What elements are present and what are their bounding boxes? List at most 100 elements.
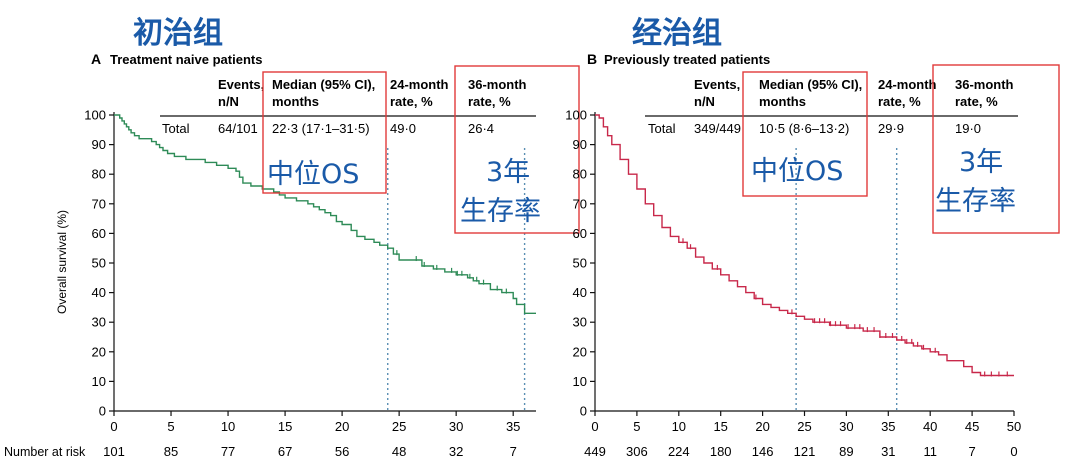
survival-curve-treated <box>595 114 1014 377</box>
risk-value: 31 <box>881 444 895 459</box>
y-tick-label: 0 <box>99 404 106 419</box>
row-events: 64/101 <box>218 121 258 136</box>
x-tick-group: 0 5 10 15 20 25 30 35 <box>110 411 520 434</box>
header-rate24-1: 24-month <box>878 77 937 92</box>
highlight-box-median <box>742 71 868 197</box>
risk-value: 121 <box>794 444 816 459</box>
x-tick-label: 0 <box>591 419 598 434</box>
y-tick-label: 30 <box>92 315 106 330</box>
annotation-median-os: 中位OS <box>267 159 359 190</box>
risk-value: 101 <box>103 444 125 459</box>
y-tick-label: 90 <box>92 137 106 152</box>
x-tick-label: 35 <box>506 419 520 434</box>
chinese-title-naive: 初治组 <box>133 16 223 51</box>
y-tick-label: 40 <box>573 285 587 300</box>
y-tick-label: 100 <box>565 108 587 123</box>
y-tick-label: 50 <box>573 256 587 271</box>
annotation-3yr-line1: 3年 <box>486 157 530 188</box>
x-tick-label: 25 <box>392 419 406 434</box>
header-rate36-2: rate, % <box>468 94 511 109</box>
y-tick-label: 0 <box>580 404 587 419</box>
panel-title-naive: Treatment naive patients <box>110 52 262 67</box>
risk-value: 89 <box>839 444 853 459</box>
y-tick-label: 60 <box>573 226 587 241</box>
x-tick-label: 30 <box>839 419 853 434</box>
chinese-title-treated: 经治组 <box>632 16 722 51</box>
header-median-2: months <box>272 94 319 109</box>
x-tick-label: 45 <box>965 419 979 434</box>
x-tick-label: 10 <box>672 419 686 434</box>
y-tick-label: 10 <box>573 374 587 389</box>
header-events-1: Events, <box>694 77 740 92</box>
risk-values: 449 306 224 180 146 121 89 31 11 7 0 <box>584 444 1017 459</box>
annotation-median-os: 中位OS <box>751 156 843 187</box>
header-events-2: n/N <box>218 94 239 109</box>
row-median: 10·5 (8·6–13·2) <box>759 121 849 136</box>
x-tick-label: 15 <box>278 419 292 434</box>
row-label: Total <box>648 121 676 136</box>
survival-curve-naive <box>114 114 536 314</box>
censor-marks <box>682 238 1008 377</box>
risk-value: 7 <box>510 444 517 459</box>
highlight-box-36month <box>932 64 1060 234</box>
y-tick-label: 70 <box>92 196 106 211</box>
row-rate24: 49·0 <box>390 121 416 136</box>
annotation-3yr-line2: 生存率 <box>460 196 541 227</box>
header-rate24-1: 24-month <box>390 77 449 92</box>
highlight-box-median <box>262 71 387 194</box>
x-tick-label: 10 <box>221 419 235 434</box>
y-tick-label: 80 <box>92 167 106 182</box>
risk-value: 67 <box>278 444 292 459</box>
header-median-1: Median (95% CI), <box>759 77 862 92</box>
x-tick-group: 0 5 10 15 20 25 30 35 40 45 50 <box>591 411 1021 434</box>
risk-value: 0 <box>1010 444 1017 459</box>
y-tick-label: 10 <box>92 374 106 389</box>
x-tick-label: 20 <box>335 419 349 434</box>
row-events: 349/449 <box>694 121 741 136</box>
row-rate24: 29·9 <box>878 121 904 136</box>
y-tick-label: 20 <box>92 344 106 359</box>
x-tick-label: 15 <box>713 419 727 434</box>
panel-letter-b: B <box>587 51 597 67</box>
y-tick-group: 0 10 20 30 40 50 60 70 80 90 100 <box>565 108 595 419</box>
x-tick-label: 5 <box>633 419 640 434</box>
y-tick-label: 60 <box>92 226 106 241</box>
x-tick-label: 20 <box>755 419 769 434</box>
risk-value: 32 <box>449 444 463 459</box>
censor-marks <box>396 250 507 294</box>
y-tick-label: 40 <box>92 285 106 300</box>
panel-previously-treated: 经治组 B Previously treated patients Events… <box>565 16 1060 459</box>
x-tick-label: 5 <box>167 419 174 434</box>
risk-value: 7 <box>968 444 975 459</box>
panel-treatment-naive: 初治组 A Treatment naive patients Events, n… <box>4 16 580 459</box>
header-median-2: months <box>759 94 806 109</box>
x-tick-label: 35 <box>881 419 895 434</box>
y-tick-label: 20 <box>573 344 587 359</box>
risk-value: 85 <box>164 444 178 459</box>
x-tick-label: 0 <box>110 419 117 434</box>
header-events-2: n/N <box>694 94 715 109</box>
risk-value: 306 <box>626 444 648 459</box>
y-tick-label: 80 <box>573 167 587 182</box>
reference-lines <box>795 148 898 411</box>
annotation-3yr-line2: 生存率 <box>935 186 1016 217</box>
risk-value: 48 <box>392 444 406 459</box>
x-tick-label: 25 <box>797 419 811 434</box>
header-rate24-2: rate, % <box>390 94 433 109</box>
row-label: Total <box>162 121 190 136</box>
header-median-1: Median (95% CI), <box>272 77 375 92</box>
header-rate36-1: 36-month <box>468 77 527 92</box>
risk-value: 180 <box>710 444 732 459</box>
row-median: 22·3 (17·1–31·5) <box>272 121 370 136</box>
header-rate36-2: rate, % <box>955 94 998 109</box>
y-tick-label: 50 <box>92 256 106 271</box>
panel-title-treated: Previously treated patients <box>604 52 770 67</box>
panel-letter-a: A <box>91 51 101 67</box>
y-tick-label: 90 <box>573 137 587 152</box>
header-rate24-2: rate, % <box>878 94 921 109</box>
y-tick-label: 30 <box>573 315 587 330</box>
risk-label: Number at risk <box>4 445 86 459</box>
y-tick-group: 0 10 20 30 40 50 60 70 80 90 100 <box>84 108 114 419</box>
y-axis-label: Overall survival (%) <box>55 210 69 314</box>
